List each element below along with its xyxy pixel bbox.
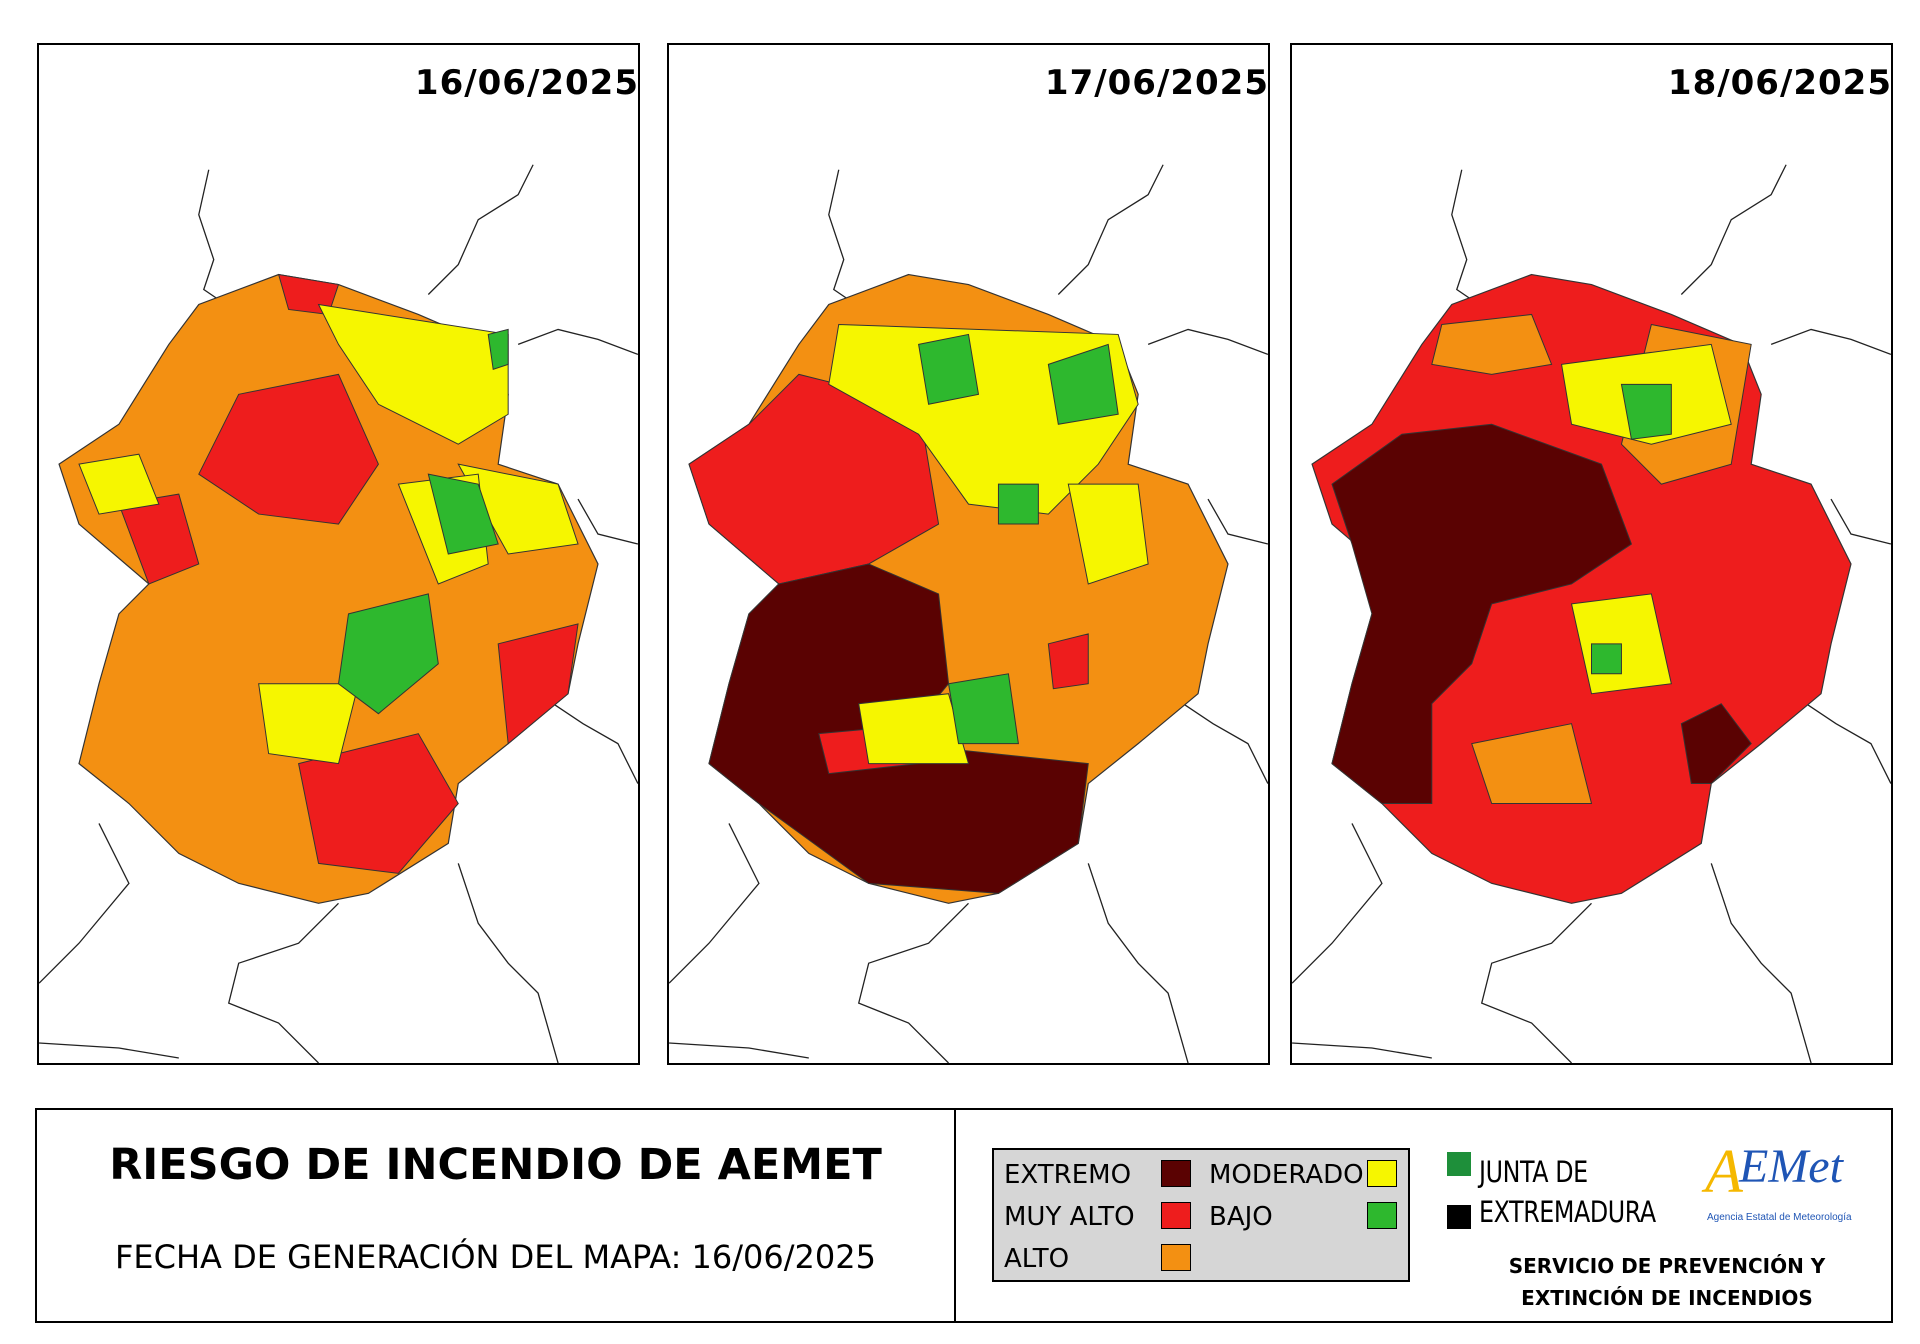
legend-label-moderado: MODERADO	[1209, 1160, 1364, 1190]
aemet-logo-subtitle: Agencia Estatal de Meteorología	[1707, 1212, 1852, 1223]
legend-swatch-alto	[1161, 1244, 1191, 1271]
panel-date: 17/06/2025	[1042, 63, 1269, 103]
panel-date: 16/06/2025	[412, 63, 639, 103]
generation-date: FECHA DE GENERACIÓN DEL MAPA: 16/06/2025	[115, 1238, 876, 1276]
legend-label-muy-alto: MUY ALTO	[1004, 1202, 1135, 1232]
legend-swatch-muy-alto	[1161, 1202, 1191, 1229]
map-svg-1	[39, 164, 638, 1063]
legend-label-alto: ALTO	[1004, 1244, 1070, 1274]
neighbor-borders	[39, 164, 638, 1063]
neighbor-borders	[1292, 164, 1891, 1063]
aemet-logo: A EMet Agencia Estatal de Meteorología	[1701, 1138, 1852, 1223]
service-line-2: EXTINCIÓN DE INCENDIOS	[1521, 1286, 1813, 1310]
aemet-logo-a: A	[1701, 1138, 1744, 1206]
service-text: SERVICIO DE PREVENCIÓN Y EXTINCIÓN DE IN…	[1477, 1250, 1857, 1314]
panel-date: 18/06/2025	[1665, 63, 1892, 103]
risk-zones	[1331, 313, 1752, 805]
risk-zones	[688, 323, 1149, 894]
legend-label-bajo: BAJO	[1209, 1202, 1273, 1232]
map-panel-3: 18/06/2025	[1290, 43, 1893, 1065]
risk-zones	[78, 273, 579, 874]
legend-swatch-bajo	[1367, 1202, 1397, 1229]
legend: EXTREMO MUY ALTO ALTO MODERADO BAJO	[992, 1148, 1410, 1282]
map-title: RIESGO DE INCENDIO DE AEMET	[109, 1140, 882, 1190]
map-svg-3	[1292, 164, 1891, 1063]
map-svg-2	[669, 164, 1268, 1063]
legend-swatch-moderado	[1367, 1160, 1397, 1187]
footer: RIESGO DE INCENDIO DE AEMET FECHA DE GEN…	[35, 1108, 1893, 1323]
junta-line-1: JUNTA DE	[1479, 1155, 1588, 1189]
service-line-1: SERVICIO DE PREVENCIÓN Y	[1508, 1254, 1826, 1278]
legend-swatch-extremo	[1161, 1160, 1191, 1187]
aemet-logo-emet: EMet	[1738, 1140, 1845, 1193]
junta-black-square	[1447, 1205, 1471, 1229]
footer-divider	[954, 1110, 956, 1321]
junta-line-2: EXTREMADURA	[1479, 1195, 1656, 1229]
neighbor-borders	[669, 164, 1268, 1063]
junta-green-square	[1447, 1152, 1471, 1176]
map-panel-2: 17/06/2025	[667, 43, 1270, 1065]
map-panel-1: 16/06/2025	[37, 43, 640, 1065]
legend-label-extremo: EXTREMO	[1004, 1160, 1132, 1190]
junta-logo-text: JUNTA DE EXTREMADURA	[1479, 1152, 1656, 1232]
